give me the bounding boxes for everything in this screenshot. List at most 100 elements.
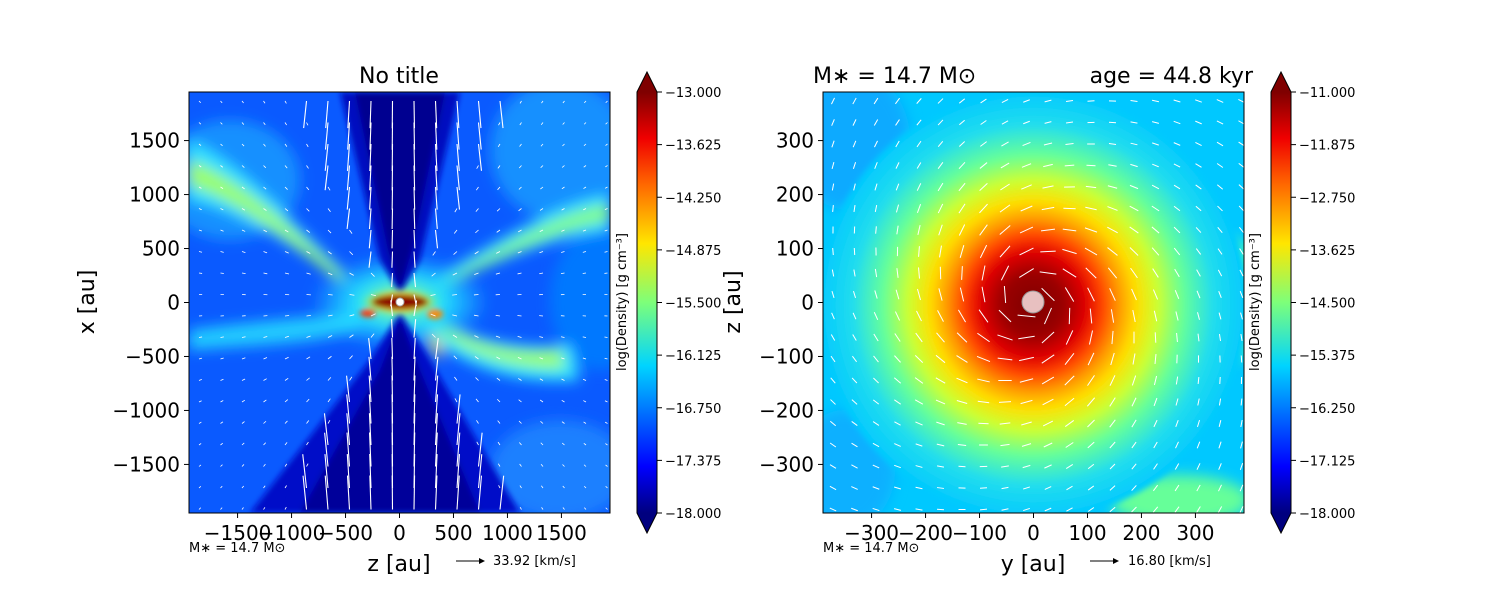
left-colorbar-label: log(Density) [g cm⁻³] <box>615 233 630 371</box>
left-velocity-arrow <box>198 379 202 381</box>
right-velocity-arrow <box>1087 419 1095 428</box>
right-x-tick-label: 300 <box>1176 521 1214 545</box>
right-density-map <box>823 92 1244 513</box>
right-velocity-arrow <box>829 507 837 512</box>
left-velocity-arrow <box>327 186 331 191</box>
right-colorbar: −11.000 −11.875 −12.750 −13.625 −14.500 −15.3… <box>1248 70 1355 535</box>
right-velocity-arrow <box>1000 443 1010 447</box>
right-velocity-arrow <box>1131 506 1137 513</box>
left-velocity-arrow <box>434 208 438 230</box>
left-velocity-arrow <box>497 463 501 467</box>
left-velocity-arrow <box>241 485 245 489</box>
right-panel: M∗ = 14.7 M⊙ age = 44.8 kyr −300 −200 −100… <box>721 64 1355 577</box>
left-velocity-arrow <box>496 356 501 360</box>
right-velocity-arrow <box>1085 267 1097 279</box>
right-velocity-arrow <box>1174 484 1180 492</box>
right-velocity-arrow <box>851 507 858 512</box>
right-velocity-arrow <box>1019 356 1034 362</box>
left-velocity-arrow <box>306 208 310 212</box>
left-x-tick-label: 500 <box>434 521 472 545</box>
left-velocity-arrow <box>517 335 522 338</box>
left-velocity-arrow <box>497 165 501 169</box>
left-velocity-arrow <box>370 294 377 297</box>
right-velocity-arrow <box>1109 485 1116 491</box>
right-velocity-arrow <box>1065 99 1074 103</box>
right-velocity-arrow <box>1175 376 1179 385</box>
right-velocity-arrow <box>916 310 922 322</box>
left-velocity-arrow <box>220 208 224 211</box>
left-velocity-arrow <box>368 375 372 403</box>
right-velocity-arrow <box>1240 441 1243 449</box>
right-velocity-arrow <box>1044 464 1052 469</box>
left-velocity-arrow <box>284 485 287 489</box>
left-velocity-arrow <box>562 122 565 125</box>
right-velocity-arrow <box>896 268 899 278</box>
left-velocity-arrow <box>306 463 309 467</box>
right-colorbar-tick-label: −16.250 <box>1299 402 1355 417</box>
left-velocity-arrow <box>369 165 372 191</box>
right-velocity-arrow <box>1043 142 1053 146</box>
left-velocity-arrow <box>306 441 309 446</box>
left-velocity-arrow <box>220 336 224 338</box>
right-velocity-arrow <box>1153 419 1158 428</box>
left-velocity-arrow <box>584 507 587 510</box>
left-title: No title <box>359 64 439 89</box>
left-velocity-arrow <box>263 251 268 254</box>
left-colorbar-tick-label: −16.750 <box>665 402 721 417</box>
left-velocity-arrow <box>434 356 439 381</box>
left-y-tick-label: −500 <box>125 344 180 368</box>
right-velocity-arrow <box>915 421 923 426</box>
left-velocity-arrow <box>263 336 268 338</box>
right-velocity-arrow <box>894 443 901 447</box>
right-velocity-arrow <box>1216 120 1224 125</box>
left-velocity-arrow <box>452 294 458 296</box>
left-velocity-arrow <box>582 336 587 338</box>
right-velocity-arrow <box>1174 463 1180 470</box>
right-velocity-arrow <box>831 183 835 191</box>
left-velocity-arrow <box>495 335 501 338</box>
right-velocity-arrow <box>1064 420 1075 427</box>
right-velocity-arrow <box>1153 397 1158 407</box>
left-velocity-arrow <box>220 165 224 168</box>
left-velocity-arrow <box>306 251 311 254</box>
right-velocity-arrow <box>1153 375 1158 386</box>
left-velocity-arrow <box>241 100 244 104</box>
left-velocity-arrow <box>349 355 353 360</box>
left-velocity-arrow <box>349 294 355 296</box>
left-velocity-arrow <box>306 272 311 275</box>
left-velocity-arrow <box>220 442 223 446</box>
left-velocity-arrow <box>582 229 587 232</box>
right-velocity-arrow <box>1107 247 1118 256</box>
left-velocity-arrow <box>497 186 501 191</box>
right-velocity-arrow <box>1019 226 1034 234</box>
left-velocity-arrow <box>561 165 565 168</box>
right-velocity-arrow <box>914 355 924 363</box>
right-velocity-arrow <box>1131 288 1137 301</box>
right-y-ticks: 300 200 100 0 −100 −200 −300 <box>759 129 823 476</box>
left-velocity-arrow <box>562 485 565 489</box>
left-velocity-arrow <box>346 475 351 510</box>
right-velocity-arrow <box>1084 247 1098 256</box>
left-velocity-arrow <box>540 143 544 147</box>
left-velocity-arrow <box>475 229 479 234</box>
left-velocity-arrow <box>561 208 565 211</box>
right-velocity-arrow <box>979 183 988 191</box>
right-velocity-arrow <box>893 508 902 511</box>
left-velocity-arrow <box>562 143 565 147</box>
right-velocity-arrow <box>978 422 989 425</box>
right-velocity-key-label: 16.80 [km/s] <box>1128 554 1211 569</box>
right-velocity-arrow <box>1065 442 1074 448</box>
right-velocity-arrow <box>1044 507 1052 512</box>
left-velocity-arrow <box>499 475 505 510</box>
right-velocity-arrow <box>1130 142 1138 146</box>
right-velocity-arrow <box>1041 287 1055 302</box>
right-velocity-arrow <box>1109 419 1116 428</box>
right-velocity-arrow <box>1151 121 1160 124</box>
left-velocity-arrow <box>241 442 245 446</box>
right-velocity-arrow <box>978 309 989 323</box>
right-velocity-arrow <box>1129 226 1139 234</box>
right-velocity-arrow <box>1195 163 1202 168</box>
right-velocity-arrow <box>1062 268 1077 278</box>
left-velocity-arrow <box>306 377 310 381</box>
left-velocity-arrow <box>496 398 501 403</box>
